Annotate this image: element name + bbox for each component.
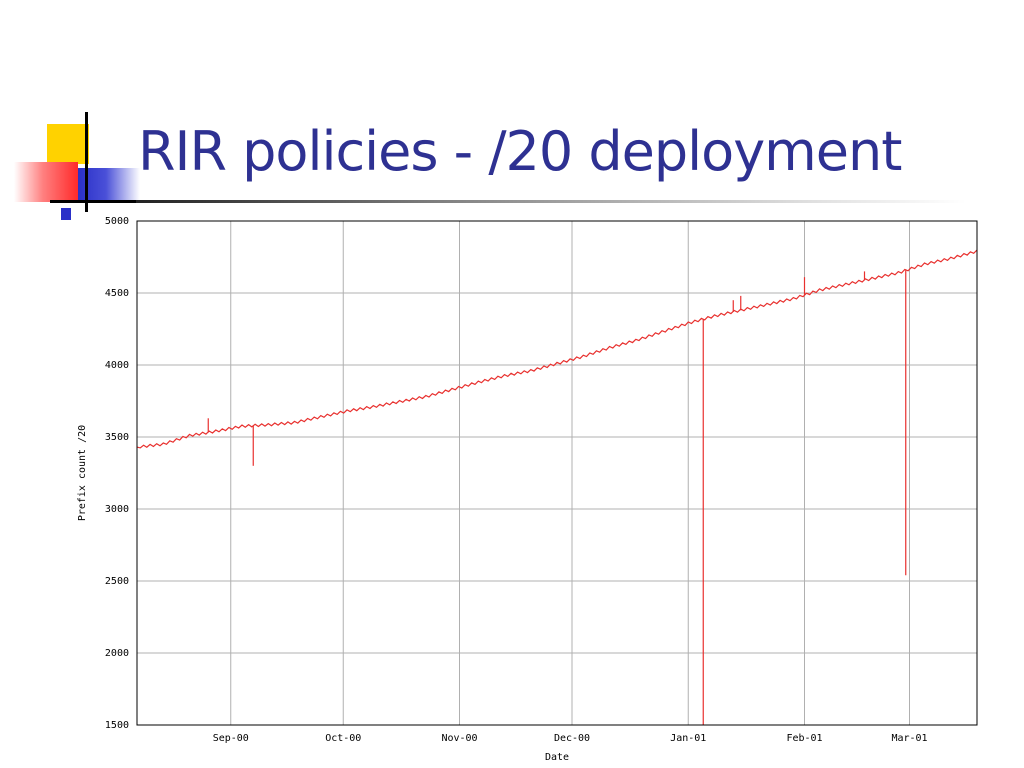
y-tick-label: 2500 bbox=[105, 576, 129, 587]
y-tick-label: 1500 bbox=[105, 720, 129, 731]
decor-red-block bbox=[14, 162, 78, 202]
plot-area-frame bbox=[136, 220, 978, 726]
y-tick-label: 5000 bbox=[105, 216, 129, 227]
decor-blue-block bbox=[78, 168, 140, 202]
decor-vertical-line bbox=[85, 112, 88, 212]
y-tick-label: 3000 bbox=[105, 504, 129, 515]
decor-horizontal-line bbox=[50, 200, 136, 203]
x-axis-label: Date bbox=[545, 752, 569, 763]
y-axis-label: Prefix count /20 bbox=[77, 425, 88, 521]
x-tick-label: Sep-00 bbox=[213, 733, 249, 744]
x-tick-label: Nov-00 bbox=[441, 733, 477, 744]
series-layer bbox=[136, 249, 978, 725]
axis-ticks: 1500 2000 2500 3000 3500 4000 4500 5000 Sep-00 Oc… bbox=[105, 216, 928, 744]
slide-title: RIR policies - /20 deployment bbox=[138, 120, 902, 183]
grid-lines bbox=[137, 220, 977, 726]
decor-small-blue-square bbox=[61, 208, 71, 220]
series-line bbox=[136, 249, 978, 449]
x-tick-label: Jan-01 bbox=[670, 733, 706, 744]
x-tick-label: Mar-01 bbox=[891, 733, 927, 744]
y-tick-label: 4500 bbox=[105, 288, 129, 299]
y-tick-label: 4000 bbox=[105, 360, 129, 371]
x-tick-label: Oct-00 bbox=[325, 733, 361, 744]
title-underline bbox=[136, 200, 966, 203]
y-tick-label: 2000 bbox=[105, 648, 129, 659]
y-tick-label: 3500 bbox=[105, 432, 129, 443]
decor-yellow-square bbox=[47, 124, 89, 164]
x-tick-label: Feb-01 bbox=[786, 733, 822, 744]
x-tick-label: Dec-00 bbox=[554, 733, 590, 744]
